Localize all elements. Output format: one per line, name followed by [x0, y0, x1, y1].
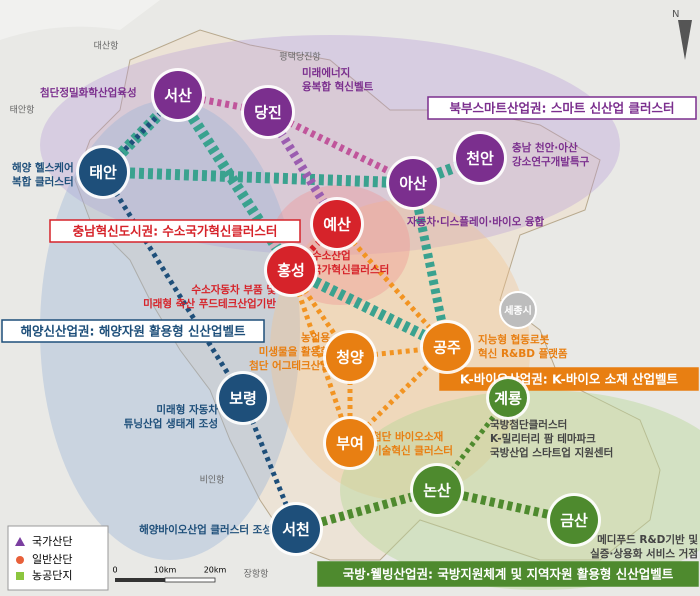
legend-icon	[15, 537, 25, 546]
legend-label: 국가산단	[32, 535, 72, 548]
scale-label: 10km	[154, 566, 177, 575]
city-label: 서천	[282, 521, 310, 539]
city-label: 공주	[433, 339, 461, 357]
city-marker	[154, 71, 202, 119]
city-label: 당진	[254, 104, 282, 122]
sejong-label: 세종시	[504, 304, 532, 317]
note-label: 융복합 혁신벨트	[302, 80, 374, 93]
note-label: 첨단 바이오소재	[372, 430, 443, 443]
note-label: 수소산업	[312, 249, 351, 262]
port-label: 비인항	[200, 475, 225, 486]
city-marker	[219, 374, 267, 422]
note-label: 수소자동차 부품 및	[191, 283, 276, 296]
city-label: 논산	[423, 482, 451, 500]
belt	[335, 222, 449, 349]
banner-label: 충남혁신도시권: 수소국가혁신클러스터	[73, 224, 278, 239]
city-marker	[413, 466, 461, 514]
city-label: 금산	[560, 512, 588, 530]
belt	[102, 166, 414, 189]
port-label: 대산항	[94, 41, 119, 52]
city-marker	[244, 88, 292, 136]
city-label: 천안	[466, 150, 494, 168]
north-arrow: N	[672, 9, 692, 60]
city-marker	[267, 246, 315, 294]
note-label: 혁신 R&BD 플랫폼	[478, 347, 568, 360]
city-label: 계룡	[494, 390, 522, 408]
city-label: 아산	[399, 175, 427, 193]
scale-bar: 0 10km 20km	[112, 566, 227, 583]
banner-label: 북부스마트산업권: 스마트 신산업 클러스터	[449, 101, 674, 116]
city-marker	[272, 505, 320, 553]
banner-box	[49, 219, 301, 243]
note-label: 미래형 자동차	[156, 403, 218, 416]
city-label: 청양	[336, 349, 364, 367]
note-label: 강소연구개발특구	[512, 155, 590, 168]
note-label: 미래형 축산 푸드테크산업기반	[143, 297, 276, 310]
port-label: 태안항	[10, 105, 35, 116]
note-label: 메디푸드 R&D기반 및	[597, 533, 698, 546]
city-label: 서산	[164, 87, 192, 105]
city-label: 부여	[336, 435, 364, 453]
belt	[288, 265, 450, 352]
city-marker	[326, 419, 374, 467]
city-marker	[326, 333, 374, 381]
south-region	[340, 390, 700, 590]
scale-label: 0	[112, 566, 117, 575]
city-marker	[550, 496, 598, 544]
note-label: 해양 헬스케어	[12, 161, 74, 174]
legend-box	[7, 525, 109, 591]
note-label: 미래에너지	[302, 66, 350, 79]
scale-segment	[115, 578, 165, 582]
north-arrow-icon	[678, 20, 692, 60]
city-marker	[423, 323, 471, 371]
note-label: 국방첨단클러스터	[490, 418, 567, 431]
banner-label: 해양신산업권: 해양자원 활용형 신산업벨트	[20, 324, 246, 339]
note-label: 실증·상용화 서비스 거점	[590, 547, 698, 560]
legend-label: 농공단지	[32, 569, 72, 582]
belt	[264, 109, 341, 227]
note-label: 해양바이오산업 클러스터 조성	[139, 523, 272, 536]
note-label: 국가혁신클러스터	[312, 263, 389, 276]
belt	[408, 182, 452, 348]
note-label: 지능형 협동로봇	[478, 333, 550, 346]
city-label: 보령	[229, 390, 257, 408]
belt	[288, 269, 353, 444]
city-marker	[313, 200, 361, 248]
sejong-marker	[499, 291, 537, 329]
note-label: 자동차·디스플레이·바이오 융합	[407, 215, 545, 228]
note-label: 첨단 어그테크산업	[249, 359, 330, 372]
note-label: 미생물을 활용한	[259, 345, 331, 358]
legend-label: 일반산단	[32, 552, 72, 566]
note-label: 국방산업 스타트업 지원센터	[490, 446, 613, 459]
scale-label: 20km	[204, 566, 227, 575]
note-label: 농업용	[301, 331, 330, 344]
banner-box	[427, 96, 697, 120]
banner-label: 국방·웰빙산업권: 국방지원체계 및 지역자원 활용형 신산업벨트	[343, 567, 674, 582]
note-label: 복합 클러스터	[12, 175, 74, 188]
note-label: 충남 천안·아산	[512, 141, 578, 154]
port-label: 장항항	[244, 569, 269, 580]
city-marker	[389, 159, 437, 207]
legend-icon	[16, 572, 24, 580]
banner-box	[1, 319, 265, 343]
city-marker	[79, 148, 127, 196]
city-label: 예산	[323, 216, 351, 234]
port-label: 평택당진항	[279, 52, 320, 63]
city-marker	[489, 379, 527, 417]
note-label: 튜닝산업 생태계 조성	[124, 417, 218, 430]
note-label: 기술혁신 클러스터	[372, 444, 453, 457]
city-label: 태안	[89, 164, 117, 182]
banner-box	[317, 561, 699, 587]
city-label: 홍성	[277, 262, 305, 280]
note-label: 첨단정밀화학산업육성	[40, 86, 137, 99]
note-label: K-밀리터리 팜 테마파크	[490, 432, 596, 445]
city-marker	[456, 134, 504, 182]
scale-segment	[164, 577, 216, 583]
legend-icon	[16, 556, 24, 564]
legend: 국가산단 일반산단 농공단지	[7, 525, 109, 591]
north-label: N	[672, 9, 679, 20]
